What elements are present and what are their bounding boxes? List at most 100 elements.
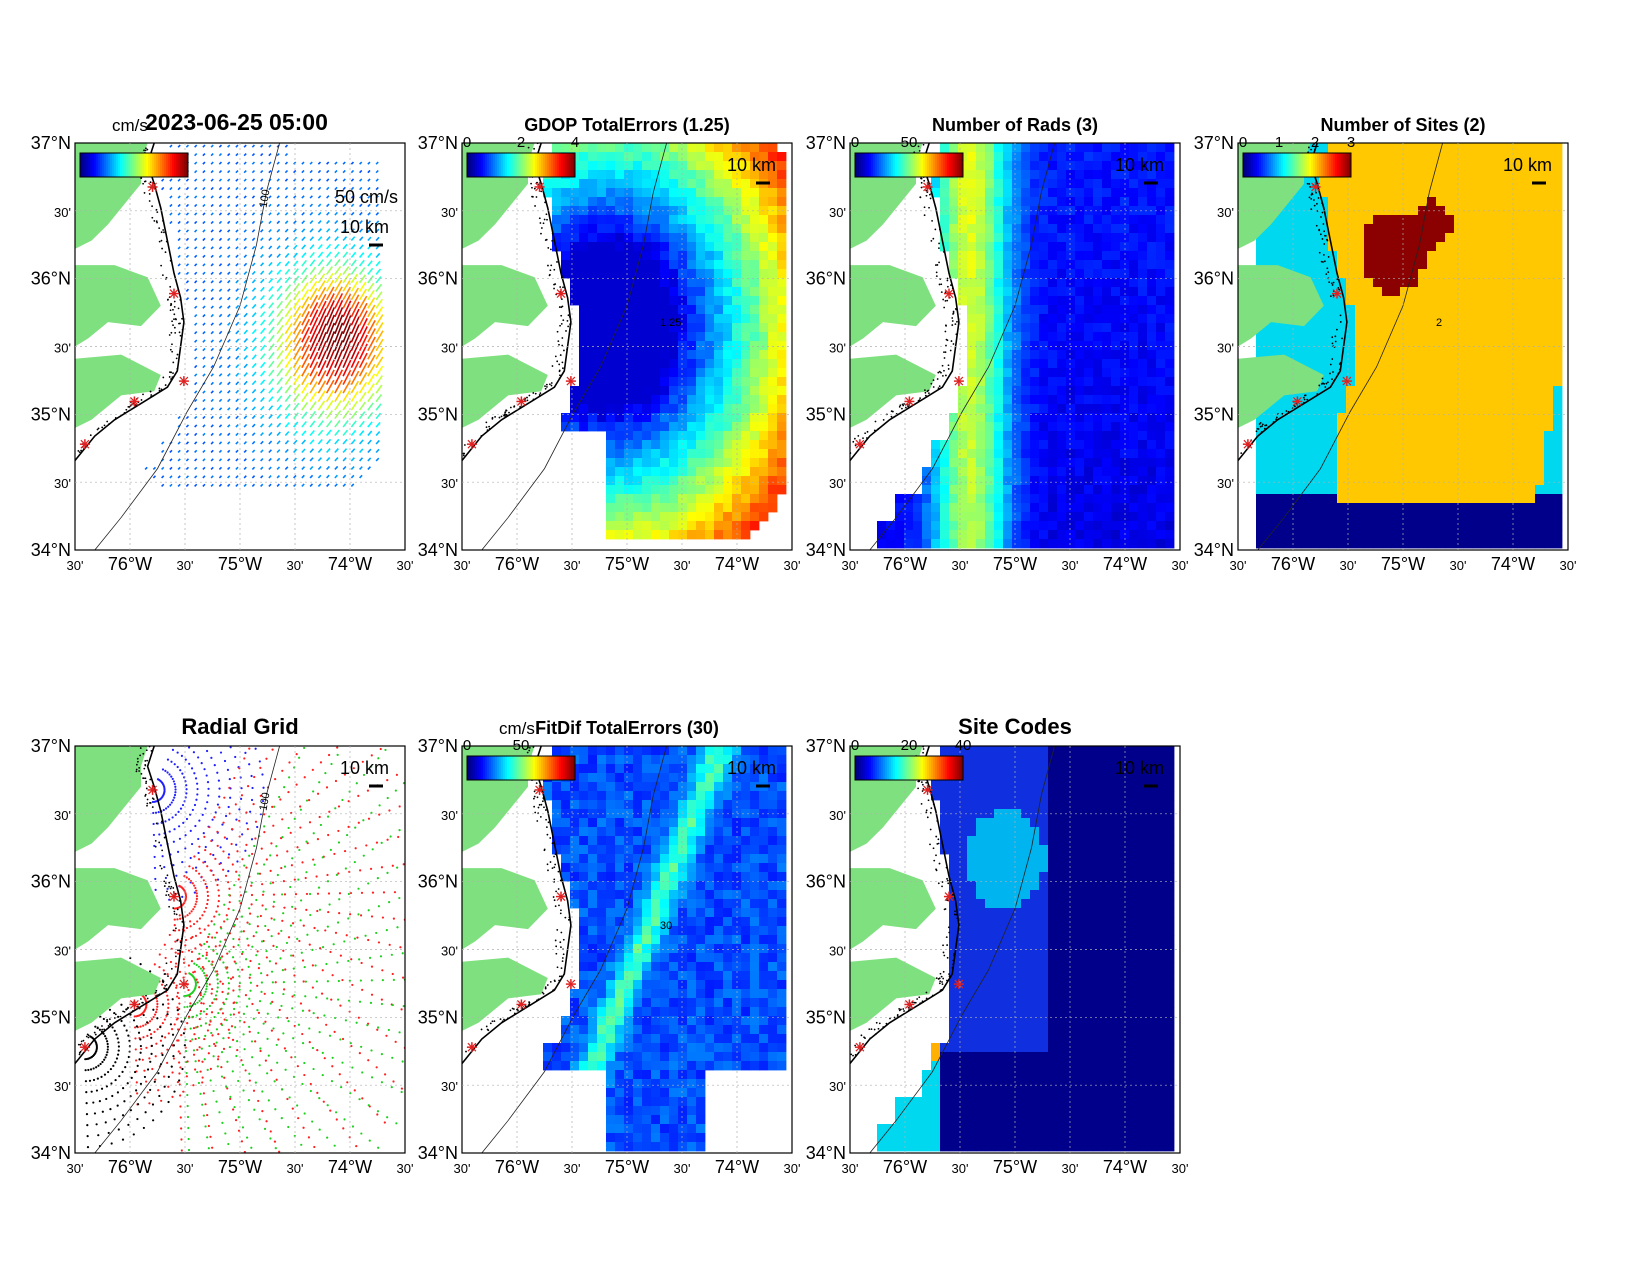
lon-tick: 74°W xyxy=(715,1157,759,1177)
contour-label: 1.25 xyxy=(660,317,681,329)
lat-tick: 30' xyxy=(54,341,71,356)
lat-tick: 34°N xyxy=(418,540,458,560)
colorbar-unit: cm/s xyxy=(112,116,148,135)
lat-tick: 30' xyxy=(441,1079,458,1094)
colorbar-tick: 40 xyxy=(955,737,972,754)
panel-title: GDOP TotalErrors (1.25) xyxy=(524,115,729,135)
lon-tick: 75°W xyxy=(993,554,1037,574)
lon-tick: 74°W xyxy=(715,554,759,574)
lon-tick: 30' xyxy=(952,558,969,573)
lon-tick: 76°W xyxy=(495,554,539,574)
contour-label: 2 xyxy=(1436,317,1442,329)
lat-tick: 30' xyxy=(829,944,846,959)
lat-tick: 35°N xyxy=(806,1007,846,1027)
lat-tick: 35°N xyxy=(806,404,846,424)
lat-tick: 36°N xyxy=(31,872,71,892)
lat-tick: 30' xyxy=(441,205,458,220)
lon-tick: 30' xyxy=(177,558,194,573)
vector-scale-label: 50 cm/s xyxy=(335,187,398,207)
lon-tick: 30' xyxy=(397,558,414,573)
lon-tick: 30' xyxy=(784,1161,801,1176)
lon-tick: 74°W xyxy=(328,1157,372,1177)
lat-tick: 37°N xyxy=(418,133,458,153)
lon-tick: 74°W xyxy=(1103,1157,1147,1177)
lon-tick: 76°W xyxy=(108,554,152,574)
lat-tick: 30' xyxy=(441,476,458,491)
lon-tick: 75°W xyxy=(605,1157,649,1177)
lat-tick: 36°N xyxy=(418,872,458,892)
panel-title: Radial Grid xyxy=(181,714,298,739)
lon-tick: 76°W xyxy=(883,1157,927,1177)
lon-tick: 75°W xyxy=(218,1157,262,1177)
scale-label: 10 km xyxy=(1115,758,1164,778)
lon-tick: 75°W xyxy=(218,554,262,574)
lat-tick: 30' xyxy=(829,476,846,491)
colorbar-tick: 2 xyxy=(1311,134,1319,151)
lon-tick: 30' xyxy=(454,558,471,573)
lat-tick: 34°N xyxy=(806,540,846,560)
lon-tick: 75°W xyxy=(605,554,649,574)
lat-tick: 37°N xyxy=(31,736,71,756)
colorbar-tick: 1 xyxy=(1275,134,1283,151)
lat-tick: 30' xyxy=(1217,341,1234,356)
scale-label: 10 km xyxy=(340,758,389,778)
lat-tick: 37°N xyxy=(806,736,846,756)
lat-tick: 30' xyxy=(441,944,458,959)
lat-tick: 36°N xyxy=(1194,269,1234,289)
lat-tick: 35°N xyxy=(31,404,71,424)
panel-title: FitDif TotalErrors (30) xyxy=(535,718,719,738)
lon-tick: 30' xyxy=(1450,558,1467,573)
colorbar-tick: 0 xyxy=(463,134,471,151)
lat-tick: 35°N xyxy=(31,1007,71,1027)
lon-tick: 30' xyxy=(67,1161,84,1176)
lon-tick: 30' xyxy=(454,1161,471,1176)
lon-tick: 30' xyxy=(674,558,691,573)
lon-tick: 30' xyxy=(674,1161,691,1176)
lat-tick: 34°N xyxy=(31,1143,71,1163)
lon-tick: 74°W xyxy=(1491,554,1535,574)
lat-tick: 30' xyxy=(829,808,846,823)
lat-tick: 30' xyxy=(54,476,71,491)
figure-title: 2023-06-25 05:00 xyxy=(145,109,328,135)
colorbar-tick: 2 xyxy=(517,134,525,151)
lon-tick: 76°W xyxy=(883,554,927,574)
lat-tick: 30' xyxy=(1217,205,1234,220)
lat-tick: 35°N xyxy=(1194,404,1234,424)
lon-tick: 30' xyxy=(1560,558,1577,573)
lon-tick: 30' xyxy=(1062,558,1079,573)
lat-tick: 30' xyxy=(1217,476,1234,491)
lat-tick: 34°N xyxy=(31,540,71,560)
lon-tick: 30' xyxy=(784,558,801,573)
lon-tick: 76°W xyxy=(495,1157,539,1177)
colorbar-tick: 20 xyxy=(901,737,918,754)
lon-tick: 30' xyxy=(564,1161,581,1176)
colorbar-tick: 50 xyxy=(513,737,530,754)
lon-tick: 30' xyxy=(177,1161,194,1176)
colorbar-tick: 0 xyxy=(463,737,471,754)
scale-label: 10 km xyxy=(1115,155,1164,175)
colorbar-tick: 0 xyxy=(1239,134,1247,151)
panel-title: Number of Rads (3) xyxy=(932,115,1098,135)
lat-tick: 30' xyxy=(54,1079,71,1094)
lon-tick: 30' xyxy=(397,1161,414,1176)
panel-title: Site Codes xyxy=(958,714,1072,739)
lat-tick: 37°N xyxy=(418,736,458,756)
colorbar-tick: 0 xyxy=(851,737,859,754)
lon-tick: 74°W xyxy=(1103,554,1147,574)
lat-tick: 30' xyxy=(54,944,71,959)
lat-tick: 36°N xyxy=(418,269,458,289)
scale-label: 10 km xyxy=(340,217,389,237)
lon-tick: 76°W xyxy=(108,1157,152,1177)
scale-label: 10 km xyxy=(1503,155,1552,175)
lon-tick: 30' xyxy=(1172,558,1189,573)
lat-tick: 34°N xyxy=(1194,540,1234,560)
colorbar-tick: 50 xyxy=(901,134,918,151)
panel-title: Number of Sites (2) xyxy=(1320,115,1485,135)
